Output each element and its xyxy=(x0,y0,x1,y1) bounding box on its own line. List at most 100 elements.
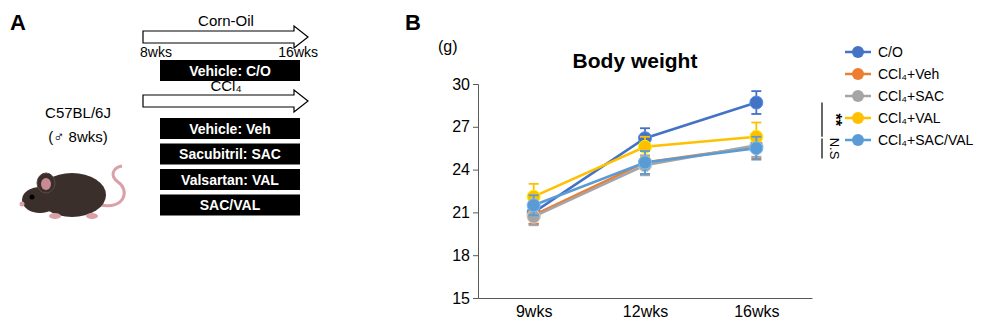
mouse-eye xyxy=(30,195,35,200)
group-box xyxy=(160,169,300,190)
tick-label: 24 xyxy=(452,161,470,178)
legend-label: CCl₄+VAL xyxy=(878,110,941,126)
series-line xyxy=(534,137,757,197)
significance-label: ** xyxy=(827,113,844,126)
arm-label: Corn-Oil xyxy=(198,12,254,29)
error-bar-cap xyxy=(751,159,761,161)
tick-label: 12wks xyxy=(623,303,668,320)
animal-label: (♂ 8wks) xyxy=(48,128,108,145)
y-axis: 15 18 21 24 27 30 xyxy=(452,76,478,307)
panel-label: A xyxy=(10,10,26,35)
series xyxy=(527,135,763,223)
error-bar-cap xyxy=(529,214,539,216)
legend-marker xyxy=(852,134,864,146)
legend-item: CCl₄+Veh xyxy=(845,66,939,82)
mouse-nose xyxy=(20,202,25,207)
group-label: Valsartan: VAL xyxy=(181,172,279,188)
y-tick: 18 xyxy=(452,247,478,264)
legend-item: CCl₄+SAC xyxy=(845,88,944,104)
mouse-ear-inner xyxy=(41,178,51,190)
series xyxy=(527,137,763,215)
legend-marker xyxy=(852,90,864,102)
error-bar-cap xyxy=(751,113,761,115)
significance-label: N.S xyxy=(827,138,842,160)
y-tick: 27 xyxy=(452,118,478,135)
tick-label: 21 xyxy=(452,204,470,221)
error-bar-cap xyxy=(640,150,650,152)
mouse-foot xyxy=(86,213,98,219)
data-point xyxy=(750,96,763,109)
panel-b: BBody weight(g)1518212427309wks12wks16wk… xyxy=(405,10,974,320)
series xyxy=(527,134,763,225)
panel-a: ACorn-Oil8wks16wksVehicle: C/OCCl₄Vehicl… xyxy=(10,10,318,219)
time-label: 16wks xyxy=(278,44,318,60)
error-bar-cap xyxy=(640,173,650,175)
y-tick: 21 xyxy=(452,204,478,221)
x-tick: 12wks xyxy=(623,298,668,320)
group-label: Sacubitril: SAC xyxy=(179,146,281,162)
x-axis: 9wks 12wks 16wks xyxy=(479,298,813,320)
error-bar-cap xyxy=(529,194,539,196)
y-tick: 30 xyxy=(452,76,478,93)
tick-label: 9wks xyxy=(516,303,552,320)
y-tick: 24 xyxy=(452,161,478,178)
tick-label: 27 xyxy=(452,118,470,135)
series-line xyxy=(534,103,757,213)
tick-label: 15 xyxy=(452,290,470,307)
data-point xyxy=(527,199,540,212)
legend-label: CCl₄+Veh xyxy=(878,66,939,82)
x-tick: 16wks xyxy=(734,298,779,320)
tick-label: 16wks xyxy=(734,303,779,320)
strain-label: C57BL/6J xyxy=(45,104,111,121)
data-point xyxy=(639,140,652,153)
data-point xyxy=(639,156,652,169)
tick-mark xyxy=(473,298,478,299)
tick-label: 18 xyxy=(452,247,470,264)
group-box xyxy=(160,144,300,165)
error-bar-cap xyxy=(640,136,650,138)
legend-item: CCl₄+VAL xyxy=(845,110,941,126)
error-bar-cap xyxy=(529,224,539,226)
series xyxy=(527,91,763,224)
group-label: SAC/VAL xyxy=(200,197,261,213)
plot-area xyxy=(527,91,763,225)
error-bar-cap xyxy=(640,127,650,129)
legend-label: C/O xyxy=(878,44,903,60)
error-bar-cap xyxy=(751,90,761,92)
panel-label: B xyxy=(405,10,421,35)
error-bar-cap xyxy=(751,122,761,124)
data-point xyxy=(639,156,652,169)
figure: ACorn-Oil8wks16wksVehicle: C/OCCl₄Vehicl… xyxy=(0,0,986,329)
series xyxy=(527,123,763,210)
annotations: ** N.S xyxy=(822,103,844,160)
data-point xyxy=(750,142,763,155)
chart-title: Body weight xyxy=(573,49,698,72)
legend-marker xyxy=(852,112,864,124)
tick-label: 30 xyxy=(452,76,470,93)
timeline-arrow xyxy=(143,90,308,112)
time-label: 8wks xyxy=(140,44,172,60)
legend-marker xyxy=(852,46,864,58)
group-label: Vehicle: Veh xyxy=(189,121,271,137)
legend: C/OCCl₄+VehCCl₄+SACCCl₄+VALCCl₄+SAC/VAL xyxy=(845,44,974,148)
legend-item: C/O xyxy=(845,44,903,60)
tick-mark xyxy=(473,170,478,171)
mouse-foot xyxy=(49,213,61,219)
arm-label: CCl₄ xyxy=(210,77,241,94)
x-tick: 9wks xyxy=(516,298,552,320)
mouse-icon xyxy=(20,166,125,219)
significance-bracket xyxy=(821,138,822,158)
group-box xyxy=(160,118,300,139)
axis-line xyxy=(473,85,479,299)
error-bar-cap xyxy=(529,183,539,185)
series-line xyxy=(534,148,757,205)
error-bar-cap xyxy=(640,174,650,176)
mouse-ear xyxy=(37,173,55,193)
tick-mark xyxy=(473,84,478,85)
error-bar-cap xyxy=(751,136,761,138)
tick-mark xyxy=(473,127,478,128)
legend-marker xyxy=(852,68,864,80)
tick-mark xyxy=(473,255,478,256)
error-bar-cap xyxy=(640,173,650,175)
axis-line xyxy=(479,298,813,299)
